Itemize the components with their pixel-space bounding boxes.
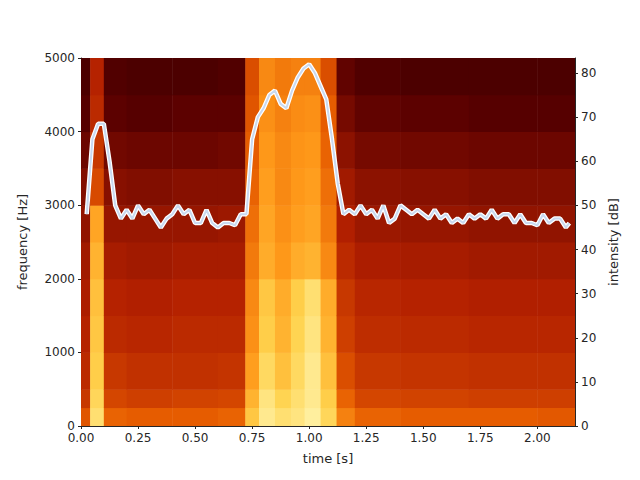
svg-text:4000: 4000 — [44, 125, 75, 139]
svg-text:0: 0 — [67, 419, 75, 433]
svg-text:1000: 1000 — [44, 345, 75, 359]
svg-text:frequency [Hz]: frequency [Hz] — [15, 194, 30, 290]
svg-text:0: 0 — [581, 419, 589, 433]
svg-text:1.25: 1.25 — [353, 431, 380, 445]
svg-text:2000: 2000 — [44, 272, 75, 286]
svg-text:20: 20 — [581, 331, 596, 345]
svg-text:time [s]: time [s] — [303, 451, 353, 466]
svg-text:60: 60 — [581, 154, 596, 168]
svg-text:0.50: 0.50 — [182, 431, 209, 445]
svg-text:2.00: 2.00 — [524, 431, 551, 445]
svg-text:1.50: 1.50 — [410, 431, 437, 445]
svg-text:40: 40 — [581, 243, 596, 257]
svg-text:3000: 3000 — [44, 198, 75, 212]
svg-text:30: 30 — [581, 287, 596, 301]
svg-text:0.00: 0.00 — [68, 431, 95, 445]
svg-text:1.75: 1.75 — [467, 431, 494, 445]
svg-text:0.25: 0.25 — [125, 431, 152, 445]
svg-text:intensity [dB]: intensity [dB] — [606, 198, 621, 286]
svg-text:10: 10 — [581, 375, 596, 389]
svg-text:1.00: 1.00 — [296, 431, 323, 445]
svg-text:80: 80 — [581, 66, 596, 80]
svg-text:0.75: 0.75 — [239, 431, 266, 445]
svg-text:5000: 5000 — [44, 51, 75, 65]
svg-text:70: 70 — [581, 110, 596, 124]
svg-text:50: 50 — [581, 198, 596, 212]
